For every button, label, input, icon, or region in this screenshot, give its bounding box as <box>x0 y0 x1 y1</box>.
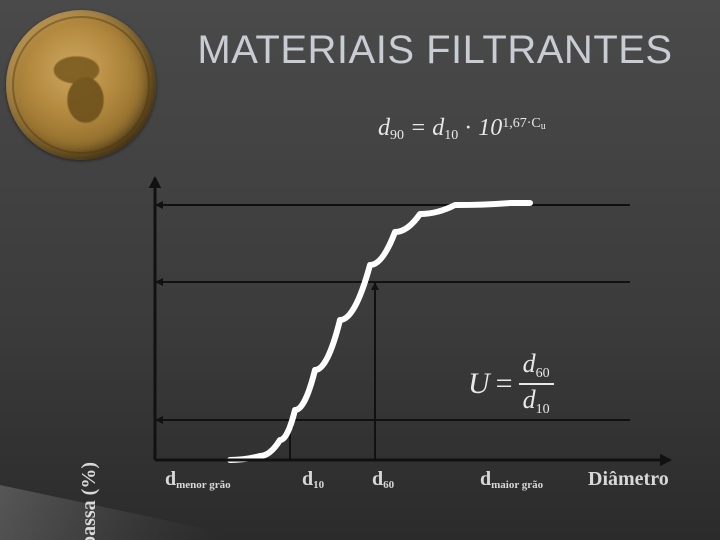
chart-svg <box>110 170 690 470</box>
xlabel-d10: d10 <box>302 468 324 491</box>
formula-uniformity: U = d60 d10 <box>468 350 554 417</box>
xlabel-dmenor: dmenor grão <box>165 468 231 491</box>
xlabel-diametro: Diâmetro <box>588 468 669 491</box>
formula-d90: d90 = d10 · 101,67·Cu <box>378 115 546 144</box>
page-title: MATERIAIS FILTRANTES <box>160 28 710 73</box>
xlabel-d60: d60 <box>372 468 394 491</box>
medallion-image <box>6 10 156 160</box>
xlabel-dmaior: dmaior grão <box>480 468 543 491</box>
sieve-curve-chart <box>110 170 690 470</box>
x-axis-labels: dmenor grão d10 d60 dmaior grão Diâmetro <box>110 468 710 498</box>
